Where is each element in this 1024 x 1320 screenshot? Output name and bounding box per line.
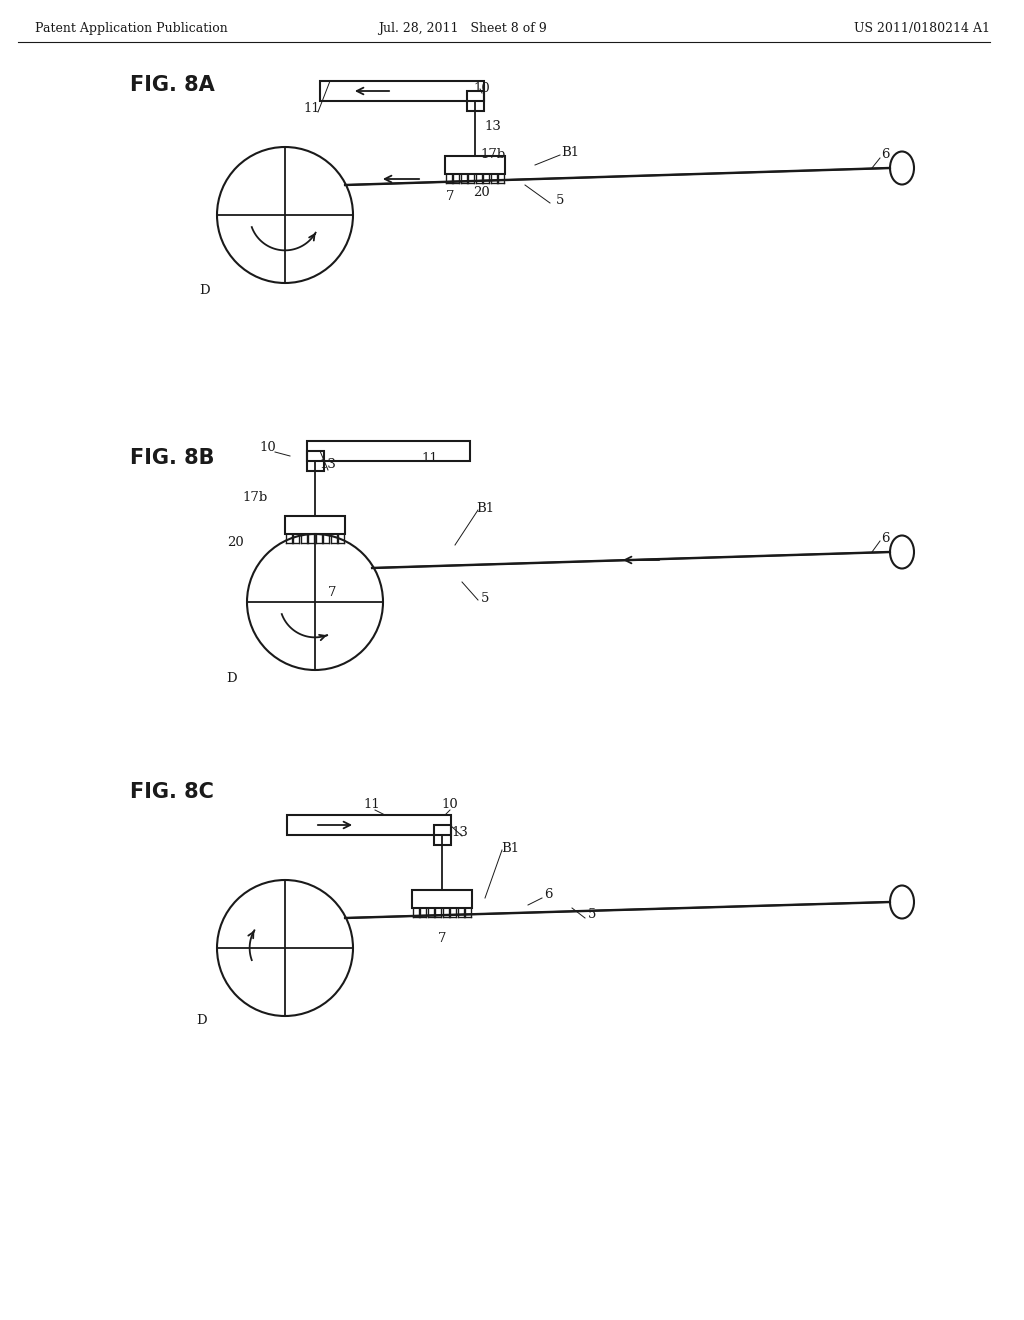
Text: 7: 7 (437, 932, 446, 945)
Text: US 2011/0180214 A1: US 2011/0180214 A1 (854, 22, 990, 36)
Text: 11: 11 (364, 799, 380, 812)
Text: 10: 10 (474, 82, 490, 95)
Text: 6: 6 (881, 149, 889, 161)
Text: FIG. 8B: FIG. 8B (130, 447, 214, 469)
Text: 11: 11 (304, 102, 321, 115)
Bar (306, 451, 324, 471)
Bar (433, 825, 451, 845)
Text: 5: 5 (588, 908, 596, 921)
Text: 7: 7 (445, 190, 455, 203)
Text: B1: B1 (561, 145, 579, 158)
Text: 5: 5 (481, 591, 489, 605)
Bar (306, 441, 470, 461)
Text: 6: 6 (544, 888, 552, 902)
Text: 13: 13 (484, 120, 502, 132)
Text: 7: 7 (328, 586, 336, 598)
Bar (445, 156, 505, 174)
Text: 20: 20 (226, 536, 244, 549)
Text: 11: 11 (422, 451, 438, 465)
Bar (467, 91, 483, 111)
Text: 10: 10 (441, 799, 459, 812)
Text: 20: 20 (474, 186, 490, 198)
Bar (285, 516, 345, 535)
Text: 10: 10 (260, 441, 276, 454)
Text: 17b: 17b (480, 149, 506, 161)
Bar (412, 890, 472, 908)
Text: B1: B1 (501, 842, 519, 854)
Text: Jul. 28, 2011   Sheet 8 of 9: Jul. 28, 2011 Sheet 8 of 9 (378, 22, 547, 36)
Text: D: D (226, 672, 238, 685)
Text: FIG. 8A: FIG. 8A (130, 75, 215, 95)
Text: Patent Application Publication: Patent Application Publication (35, 22, 227, 36)
Bar (287, 814, 451, 836)
Text: 13: 13 (319, 458, 337, 471)
Text: 17b: 17b (243, 491, 267, 504)
Bar (319, 81, 483, 102)
Text: D: D (197, 1014, 207, 1027)
Text: B1: B1 (476, 502, 494, 515)
Text: FIG. 8C: FIG. 8C (130, 781, 214, 803)
Text: 13: 13 (452, 825, 468, 838)
Text: 5: 5 (556, 194, 564, 206)
Text: 6: 6 (881, 532, 889, 544)
Text: D: D (200, 284, 210, 297)
